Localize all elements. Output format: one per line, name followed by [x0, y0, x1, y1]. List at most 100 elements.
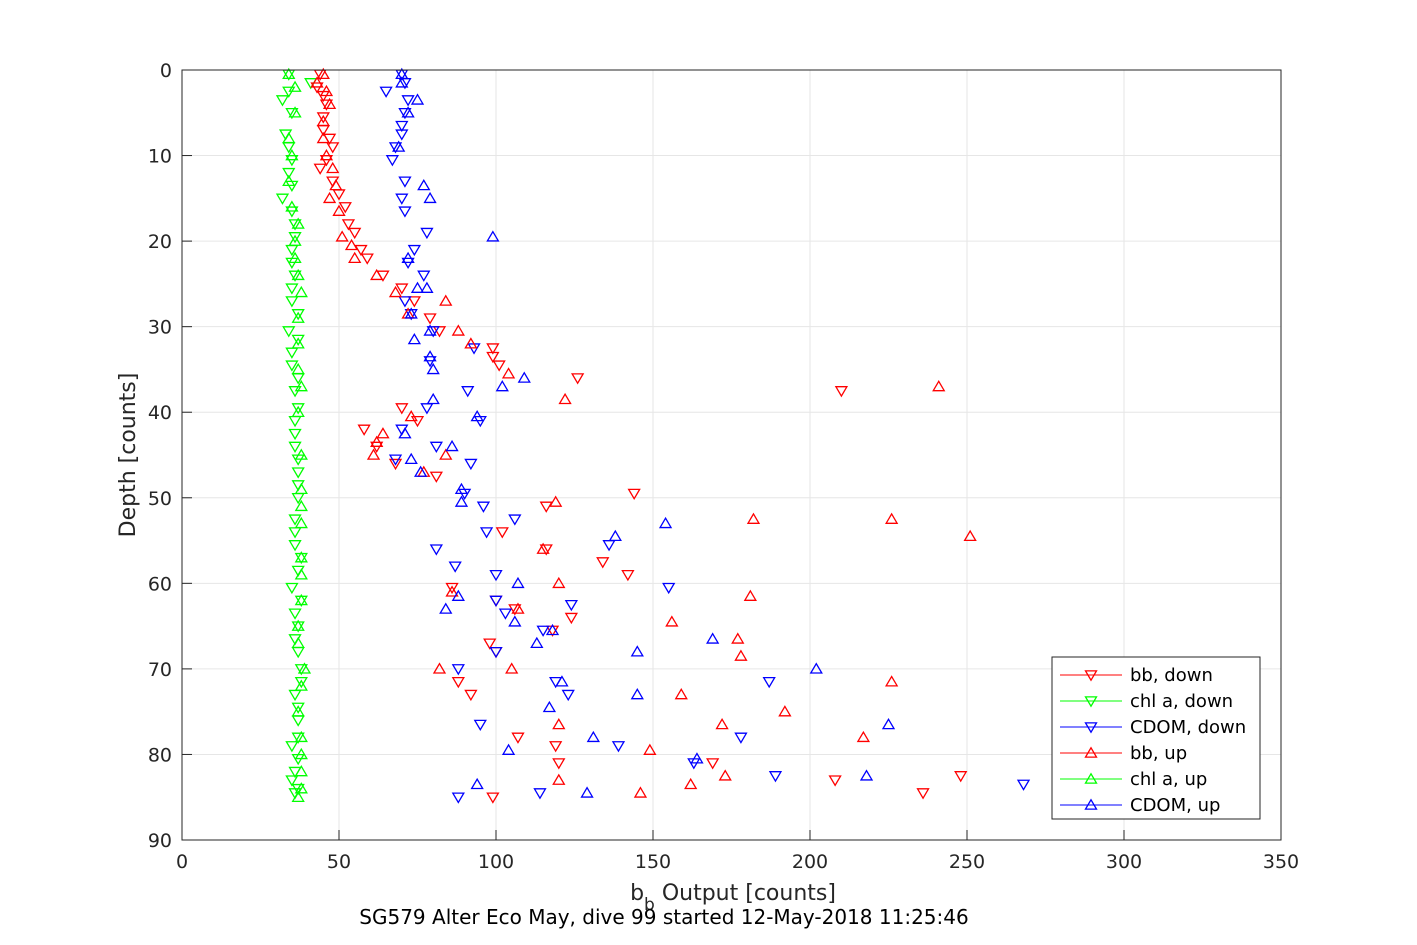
data-point [395, 283, 409, 295]
data-point [479, 527, 494, 539]
data-point [326, 161, 340, 174]
data-point [288, 80, 302, 92]
data-point [285, 149, 299, 161]
y-tick-label: 30 [148, 317, 172, 339]
data-point [489, 595, 503, 607]
data-point [316, 67, 330, 80]
data-point [275, 95, 290, 107]
data-point [778, 705, 792, 717]
data-point [549, 741, 563, 753]
data-point [539, 501, 553, 513]
data-point [294, 499, 308, 512]
x-tick-label: 350 [1263, 851, 1299, 873]
data-point [731, 632, 745, 644]
plot-frame [181, 69, 1282, 841]
data-point [404, 452, 418, 465]
data-point [316, 114, 330, 127]
chart-title: SG579 Alter Eco May, dive 99 started 12-… [359, 905, 968, 929]
data-point [398, 108, 412, 120]
legend-box [1051, 656, 1261, 820]
data-point [414, 465, 428, 477]
data-point [282, 86, 296, 98]
data-point [395, 120, 409, 133]
data-point [329, 178, 343, 191]
data-point [291, 268, 305, 281]
data-point [401, 251, 415, 263]
legend-label: CDOM, down [1130, 717, 1246, 738]
data-point [291, 636, 305, 648]
data-point [486, 230, 500, 242]
data-point [451, 589, 465, 601]
x-axis: 0 50 100 150 200 250 300 350 [176, 830, 1299, 873]
data-point [508, 604, 522, 616]
data-point [285, 206, 299, 218]
y-tick-label: 50 [148, 488, 172, 510]
data-point [291, 732, 305, 744]
data-point [310, 76, 324, 88]
series-2 [379, 69, 1031, 804]
data-point [486, 792, 500, 804]
data-point [407, 244, 421, 257]
data-point [451, 324, 465, 336]
data-point [630, 645, 644, 657]
data-point [288, 106, 302, 118]
data-point [552, 773, 566, 785]
data-point [432, 662, 447, 674]
data-point [291, 309, 305, 321]
data-point [627, 488, 641, 501]
data-point [395, 193, 409, 205]
data-point [483, 638, 497, 650]
data-point [322, 191, 337, 204]
data-point [511, 602, 525, 614]
data-point [398, 176, 412, 188]
data-point [285, 108, 299, 120]
data-point [407, 296, 421, 308]
y-axis: 0 10 20 30 40 50 60 70 80 90 [148, 60, 192, 852]
legend-marker [1084, 772, 1098, 784]
data-point [410, 281, 425, 293]
data-point [423, 313, 437, 325]
data-point [288, 514, 302, 526]
data-point [294, 551, 308, 563]
data-point [417, 270, 431, 282]
data-point [341, 219, 356, 231]
data-point [834, 386, 849, 398]
data-point [407, 332, 421, 345]
series-5 [392, 67, 896, 798]
y-tick-label: 0 [160, 60, 172, 82]
data-point [530, 636, 544, 648]
data-point [665, 615, 679, 627]
data-point [294, 380, 308, 392]
data-point [395, 403, 409, 415]
data-point [495, 380, 509, 392]
y-tick-label: 20 [148, 231, 172, 253]
data-point [552, 758, 566, 770]
x-tick-label: 50 [327, 851, 351, 873]
data-point [511, 576, 525, 589]
data-point [963, 529, 977, 542]
data-point [335, 230, 349, 242]
data-point [501, 743, 516, 755]
data-point [489, 647, 503, 659]
data-point [285, 155, 299, 167]
data-point [319, 99, 334, 111]
data-point [809, 662, 823, 674]
data-point [608, 529, 622, 542]
data-point [454, 495, 469, 507]
y-tick-label: 60 [148, 573, 172, 595]
data-point [881, 717, 896, 730]
data-point [423, 191, 437, 204]
data-point [429, 471, 443, 483]
data-point [429, 544, 443, 556]
data-point [684, 777, 698, 790]
data-point [495, 527, 509, 539]
x-axis-label: bb Output [counts] [630, 881, 836, 915]
data-point [291, 467, 305, 479]
data-point [718, 769, 732, 781]
data-point [429, 441, 443, 453]
data-point [291, 337, 305, 349]
data-point [690, 752, 704, 764]
data-point [643, 743, 657, 755]
x-tick-label: 300 [1106, 851, 1142, 873]
